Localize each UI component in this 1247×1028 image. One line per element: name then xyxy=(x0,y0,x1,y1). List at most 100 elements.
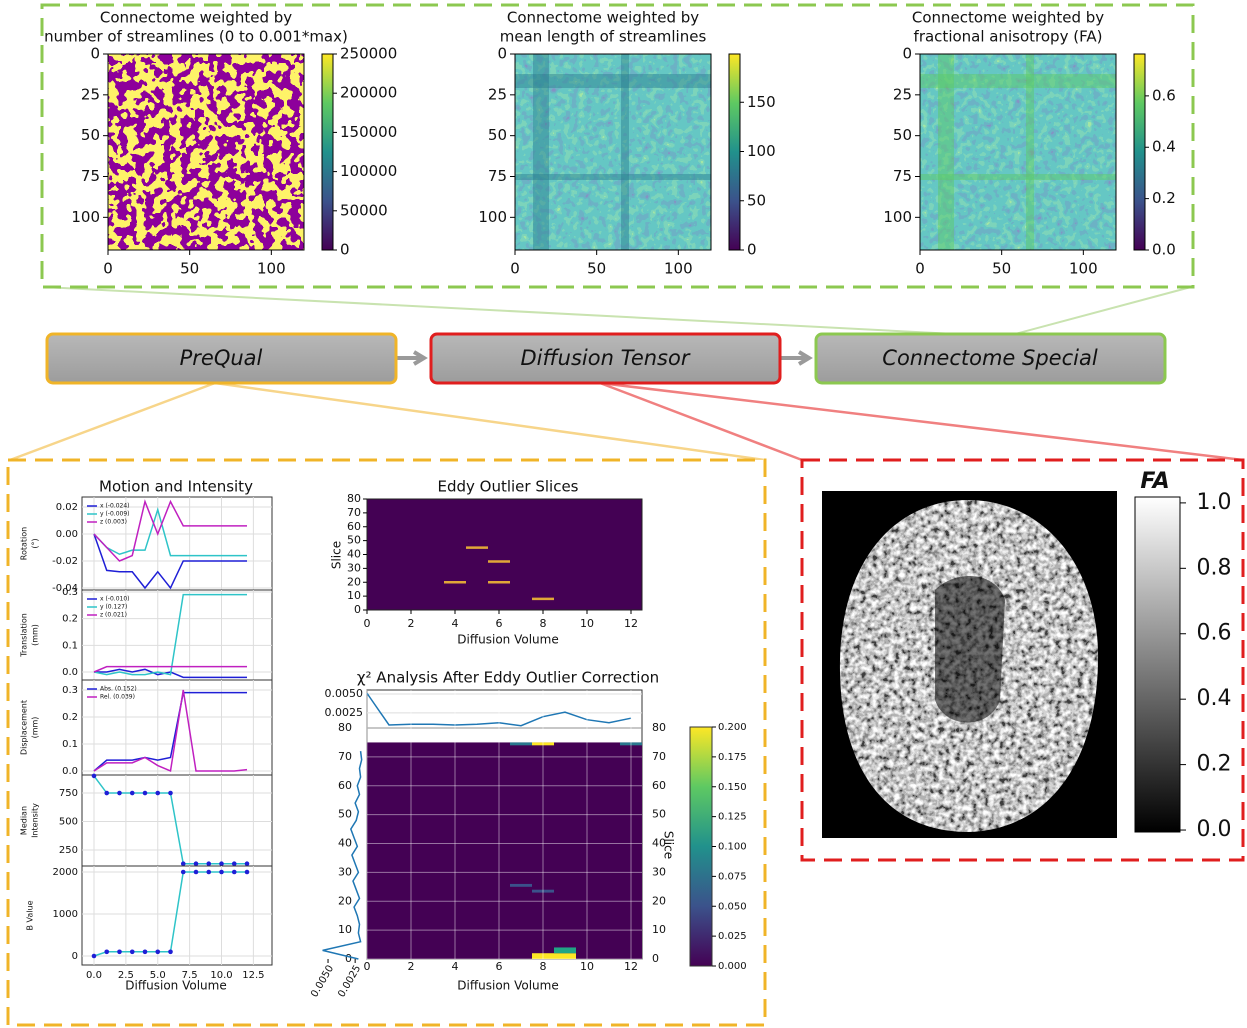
y-axis-label: Intensity xyxy=(31,803,40,838)
chart-title: Motion and Intensity xyxy=(99,478,253,496)
x-tick-label: 12 xyxy=(624,960,638,973)
heatmap-band xyxy=(920,174,1116,180)
y-tick-label: 500 xyxy=(59,817,78,828)
colorbar-tick-label: 0.0 xyxy=(1197,817,1232,842)
connector xyxy=(10,383,215,460)
series-marker xyxy=(117,791,122,796)
x-tick-label: 100 xyxy=(257,260,286,278)
x-tick-label: 0 xyxy=(103,260,113,278)
colorbar-tick-label: 0.6 xyxy=(1197,621,1232,646)
y-tick-label: 20 xyxy=(347,575,361,588)
colorbar-tick-label: 50000 xyxy=(340,201,388,219)
series-marker xyxy=(168,950,173,955)
y-tick-label: 25 xyxy=(81,85,100,103)
colorbar-tick-label: 250000 xyxy=(340,45,397,63)
colorbar-tick-label: 0.0 xyxy=(1152,241,1176,259)
chart-title: Eddy Outlier Slices xyxy=(437,478,578,496)
y-axis-label: (mm) xyxy=(31,624,40,646)
chart-title: Connectome weighted by xyxy=(507,9,699,27)
heatmap-cell xyxy=(554,947,576,953)
series-marker xyxy=(130,791,135,796)
y-axis-label: B Value xyxy=(26,900,35,930)
heatmap-cell xyxy=(510,742,532,745)
y-tick-label: 80 xyxy=(338,721,352,734)
colorbar-tick-label: 0.100 xyxy=(718,842,747,853)
colorbar-tick-label: 0.000 xyxy=(718,961,747,972)
colorbar-tick-label: 0.025 xyxy=(718,931,747,942)
heatmap xyxy=(367,742,642,959)
colorbar-tick-label: 0 xyxy=(340,241,350,259)
heatmap-band xyxy=(920,74,1116,88)
x-tick-label: 4 xyxy=(452,960,459,973)
chart-title: mean length of streamlines xyxy=(500,28,707,46)
colorbar-tick-label: 0.6 xyxy=(1152,86,1176,104)
x-tick-label: 0 xyxy=(915,260,925,278)
chart-title: χ² Analysis After Eddy Outlier Correctio… xyxy=(357,669,659,687)
y-tick-label: 0.3 xyxy=(62,587,78,598)
series-marker xyxy=(155,950,160,955)
y-tick-label: 80 xyxy=(347,492,361,505)
y-tick-label: 0.3 xyxy=(62,685,78,696)
colorbar-tick-label: 0.075 xyxy=(718,871,747,882)
y-tick-label: 0 xyxy=(354,603,361,616)
colorbar-tick-label: 150 xyxy=(747,93,776,111)
colorbar xyxy=(322,54,333,250)
y-tick-label: 75 xyxy=(81,167,100,185)
x-tick-label: 8 xyxy=(540,960,547,973)
legend-label: y (-0.009) xyxy=(100,511,129,518)
series-marker xyxy=(130,950,135,955)
pipeline-step-label: Diffusion Tensor xyxy=(521,346,691,370)
x-tick-label: 12 xyxy=(624,617,638,630)
y-tick-label: 30 xyxy=(652,865,666,878)
y-axis-label: Slice xyxy=(662,831,676,859)
x-tick-label: 50 xyxy=(992,260,1011,278)
colorbar-tick-label: 100 xyxy=(747,142,776,160)
figure: Connectome weighted bynumber of streamli… xyxy=(0,0,1247,1028)
chart-title: fractional anisotropy (FA) xyxy=(914,28,1103,46)
y-tick-label: 10 xyxy=(338,923,352,936)
y-tick-label: 20 xyxy=(338,894,352,907)
colorbar-tick-label: 50 xyxy=(747,191,766,209)
colorbar-tick-label: 1.0 xyxy=(1197,490,1232,515)
y-tick-label: 0 xyxy=(652,952,659,965)
series-marker xyxy=(92,774,97,779)
y-tick-label: 0 xyxy=(497,45,507,63)
heatmap-band xyxy=(515,174,711,180)
chart-title: Connectome weighted by xyxy=(912,9,1104,27)
heatmap xyxy=(367,499,642,610)
fa-colorbar xyxy=(1135,497,1180,832)
pipeline-step-label: PreQual xyxy=(180,346,263,370)
series-marker xyxy=(206,870,211,875)
x-tick-label: 8 xyxy=(540,617,547,630)
colorbar-tick-label: 0.050 xyxy=(718,901,747,912)
series-marker xyxy=(117,950,122,955)
y-tick-label: 30 xyxy=(347,561,361,574)
y-tick-label: 70 xyxy=(338,750,352,763)
x-tick-label: 6 xyxy=(496,617,503,630)
series-marker xyxy=(232,870,237,875)
heatmap-cell xyxy=(554,953,576,959)
colorbar-tick-label: 100000 xyxy=(340,162,397,180)
y-tick-label: 50 xyxy=(338,808,352,821)
x-tick-label: 0.0 xyxy=(86,970,102,981)
x-tick-label: 10 xyxy=(580,960,594,973)
y-tick-label: 0.1 xyxy=(62,640,78,651)
series-marker xyxy=(245,861,250,866)
y-tick-label: 750 xyxy=(59,788,78,799)
x-tick-label: 100 xyxy=(664,260,693,278)
y-tick-label: 25 xyxy=(488,85,507,103)
x-axis-label: Diffusion Volume xyxy=(457,633,558,647)
colorbar-tick-label: 150000 xyxy=(340,123,397,141)
colorbar-tick-label: 0.175 xyxy=(718,752,747,763)
x-tick-label: 10 xyxy=(580,617,594,630)
x-axis-label: Diffusion Volume xyxy=(457,979,558,993)
y-tick-label: 0 xyxy=(72,951,78,962)
y-axis-label: Rotation xyxy=(20,527,29,560)
series-marker xyxy=(143,950,148,955)
legend-label: Rel. (0.039) xyxy=(100,694,135,701)
legend-label: y (0.127) xyxy=(100,604,127,611)
x-tick-label: 0 xyxy=(364,960,371,973)
series-marker xyxy=(232,861,237,866)
y-tick-label: 75 xyxy=(488,167,507,185)
series-marker xyxy=(219,870,224,875)
